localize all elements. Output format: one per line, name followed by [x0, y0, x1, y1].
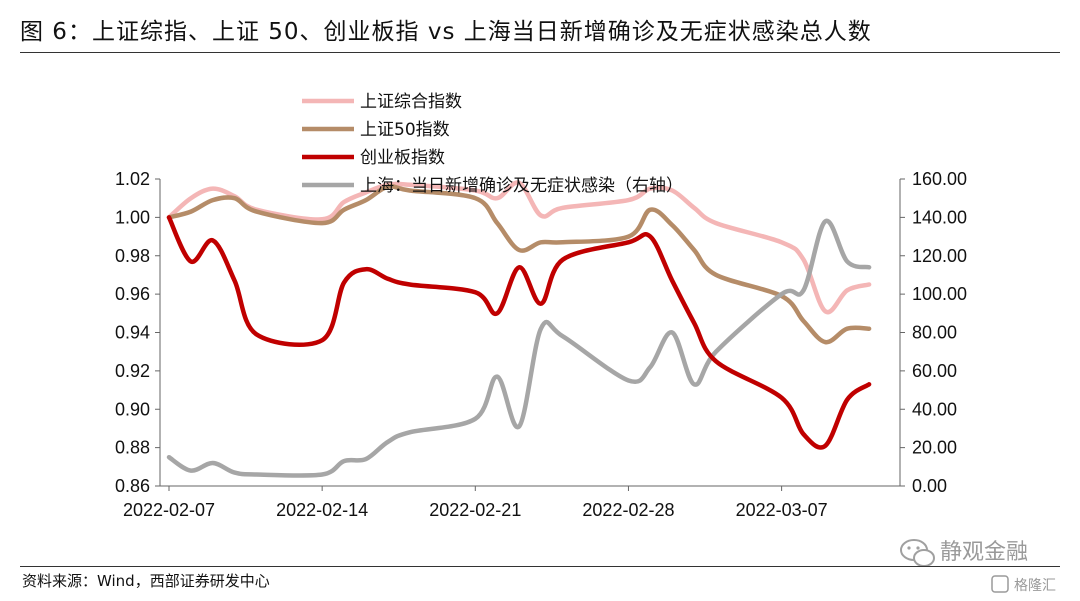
right-tick-label: 120.00 [912, 246, 967, 266]
right-tick-label: 20.00 [912, 438, 957, 458]
legend-label: 上海：当日新增确诊及无症状感染（右轴） [360, 176, 683, 196]
wechat-icon [900, 539, 935, 566]
right-tick-label: 80.00 [912, 323, 957, 343]
left-tick-label: 0.92 [115, 361, 150, 381]
title-rule [20, 52, 1060, 53]
chart-canvas: 0.86 0.88 0.90 0.92 0.94 0.96 0.98 1.00 1.02 0.00… [115, 92, 1028, 566]
left-tick-label: 0.88 [115, 438, 150, 458]
series-line-4 [166, 218, 872, 478]
legend-label: 上证50指数 [360, 120, 450, 140]
x-tick-label: 2022-02-21 [429, 500, 521, 520]
left-tick-label: 1.00 [115, 207, 150, 227]
legend-label: 创业板指数 [360, 148, 445, 168]
source-note: 资料来源：Wind，西部证券研发中心 [22, 572, 270, 590]
series-line-1 [166, 180, 872, 315]
right-tick-label: 140.00 [912, 207, 967, 227]
right-tick-label: 60.00 [912, 361, 957, 381]
right-tick-label: 40.00 [912, 399, 957, 419]
x-tick-label: 2022-02-14 [276, 500, 368, 520]
watermark: 静观金融 [900, 539, 1028, 566]
right-tick-label: 160.00 [912, 169, 967, 189]
series-line-3 [166, 215, 872, 450]
chart-axes: 0.86 0.88 0.90 0.92 0.94 0.96 0.98 1.00 1.02 0.00… [115, 169, 967, 520]
left-tick-label: 0.94 [115, 323, 150, 343]
gelonghui-logo-icon [991, 575, 1009, 593]
left-tick-label: 0.86 [115, 476, 150, 496]
left-tick-label: 0.90 [115, 399, 150, 419]
watermark-text: 静观金融 [940, 540, 1028, 565]
corner-watermark-text: 格隆汇 [1014, 578, 1056, 594]
chart-series-lines [166, 180, 872, 478]
corner-watermark: 格隆汇 [991, 575, 1056, 594]
series-line-2 [166, 184, 872, 345]
footer-rule [20, 566, 1060, 567]
x-tick-label: 2022-02-07 [123, 500, 215, 520]
x-tick-label: 2022-03-07 [736, 500, 828, 520]
figure-title: 图 6：上证综指、上证 50、创业板指 vs 上海当日新增确诊及无症状感染总人数 [20, 19, 872, 45]
right-tick-label: 0.00 [912, 476, 947, 496]
left-tick-label: 0.96 [115, 284, 150, 304]
x-tick-label: 2022-02-28 [582, 500, 674, 520]
left-tick-label: 0.98 [115, 246, 150, 266]
right-tick-label: 100.00 [912, 284, 967, 304]
legend-label: 上证综合指数 [360, 92, 462, 112]
left-tick-label: 1.02 [115, 169, 150, 189]
